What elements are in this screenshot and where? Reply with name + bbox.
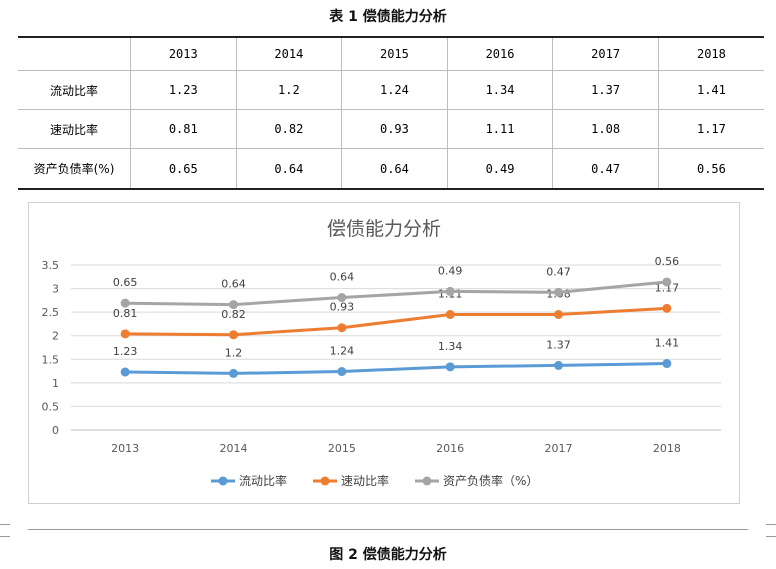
- legend-swatch-marker: [320, 476, 330, 486]
- table-cell: 1.41: [657, 70, 764, 111]
- table-cell: 0.64: [235, 148, 343, 191]
- data-label: 0.64: [330, 271, 355, 284]
- data-label: 0.47: [546, 265, 571, 278]
- figure-caption: 图 2 偿债能力分析: [329, 547, 447, 563]
- data-point: [229, 330, 238, 340]
- data-point: [662, 303, 672, 313]
- series-line-1: [125, 362, 667, 375]
- x-tick-label: 2016: [436, 442, 464, 455]
- data-point: [120, 329, 130, 339]
- y-tick-label: 2: [52, 330, 59, 343]
- row-label: 资产负债率(%): [18, 148, 131, 191]
- table-cell: 1.11: [446, 109, 554, 150]
- data-label: 1.23: [113, 345, 137, 358]
- y-tick-label: 2.5: [42, 306, 60, 319]
- row-label: 速动比率: [18, 109, 131, 150]
- table-row: 资产负债率(%) 0.65 0.64 0.64 0.49 0.47 0.56: [18, 148, 764, 191]
- data-label: 0.65: [113, 276, 137, 289]
- table-caption: 表 1 偿债能力分析: [329, 9, 447, 25]
- table-cell: 0.64: [341, 148, 448, 191]
- y-tick-label: 3.5: [42, 259, 60, 272]
- table-cell: 1.37: [552, 70, 659, 111]
- solvency-table: 2013 2014 2015 2016 2017 2018 流动比率 1.23 …: [18, 36, 764, 191]
- table-header-cell: 2017: [552, 36, 659, 72]
- page-break-line: [28, 529, 748, 530]
- table-header-cell: 2015: [341, 36, 448, 72]
- data-label: 1.17: [655, 281, 680, 294]
- data-point: [229, 300, 238, 310]
- table-header-cell: 2016: [446, 36, 554, 72]
- table-cell: 0.82: [235, 109, 343, 150]
- data-label: 0.93: [330, 301, 355, 314]
- data-point: [445, 310, 455, 319]
- data-point: [229, 368, 238, 378]
- table-header-cell: [18, 36, 131, 72]
- chart-title: 偿债能力分析: [327, 218, 441, 240]
- x-tick-label: 2015: [328, 442, 356, 455]
- data-label: 0.64: [221, 278, 246, 291]
- data-point: [554, 287, 563, 297]
- data-point: [120, 367, 130, 377]
- y-tick-label: 1.5: [42, 353, 60, 366]
- data-label: 1.37: [546, 338, 571, 351]
- y-tick-label: 1: [52, 377, 59, 390]
- legend-swatch-marker: [422, 476, 432, 486]
- data-label: 1.2: [225, 346, 243, 359]
- table-cell: 0.81: [130, 109, 237, 150]
- chart-container[interactable]: 偿债能力分析 0 0.5 1 1.5 2 2.5 3 3.5 2013 2014 2015 2016 20…: [28, 202, 740, 504]
- table-cell: 1.2: [235, 70, 343, 111]
- page-margin-mark-right: [766, 524, 776, 537]
- data-point: [445, 362, 455, 372]
- data-label: 0.49: [438, 264, 463, 277]
- data-label: 0.81: [113, 307, 137, 320]
- x-tick-label: 2018: [653, 442, 681, 455]
- series-line-2: [125, 306, 667, 337]
- x-tick-label: 2017: [545, 442, 573, 455]
- table-cell: 0.93: [341, 109, 448, 150]
- legend-label: 流动比率: [239, 473, 287, 488]
- data-label: 1.41: [655, 337, 680, 350]
- row-label: 流动比率: [18, 70, 131, 111]
- table-header-cell: 2018: [657, 36, 764, 72]
- table-cell: 1.23: [130, 70, 237, 111]
- table-row: 流动比率 1.23 1.2 1.24 1.34 1.37 1.41: [18, 70, 764, 111]
- table-cell: 1.24: [341, 70, 448, 111]
- table-header-cell: 2014: [235, 36, 343, 72]
- table-row: 速动比率 0.81 0.82 0.93 1.11 1.08 1.17: [18, 109, 764, 150]
- table-cell: 1.08: [552, 109, 659, 150]
- table-cell: 1.34: [446, 70, 554, 111]
- data-point: [337, 367, 347, 377]
- legend-label: 资产负债率（%）: [443, 473, 538, 488]
- y-tick-label: 0.5: [42, 400, 60, 413]
- line-chart: 偿债能力分析 0 0.5 1 1.5 2 2.5 3 3.5 2013 2014 2015 2016 20…: [42, 218, 721, 488]
- x-tick-label: 2013: [111, 442, 139, 455]
- x-tick-label: 2014: [220, 442, 248, 455]
- y-tick-label: 3: [52, 283, 59, 296]
- data-point: [445, 286, 455, 296]
- table-cell: 0.49: [446, 148, 554, 191]
- data-label: 0.82: [221, 308, 246, 321]
- table-cell: 0.47: [552, 148, 659, 191]
- page-margin-mark-left: [0, 524, 10, 537]
- y-tick-label: 0: [52, 424, 59, 437]
- table-cell: 0.65: [130, 148, 237, 191]
- series-line-3: [125, 280, 667, 307]
- data-point: [554, 360, 563, 370]
- table-header-row: 2013 2014 2015 2016 2017 2018: [18, 36, 764, 72]
- data-point: [337, 293, 347, 303]
- legend-swatch-marker: [218, 476, 228, 486]
- data-point: [554, 310, 563, 319]
- data-label: 1.24: [330, 345, 355, 358]
- table-cell: 0.56: [657, 148, 764, 191]
- table-cell: 1.17: [657, 109, 764, 150]
- data-point: [662, 277, 672, 287]
- data-point: [120, 298, 130, 308]
- data-label: 0.56: [655, 255, 680, 268]
- legend-label: 速动比率: [341, 473, 389, 488]
- data-label: 1.34: [438, 340, 463, 353]
- data-point: [662, 359, 672, 369]
- table-header-cell: 2013: [130, 36, 237, 72]
- data-point: [337, 323, 347, 333]
